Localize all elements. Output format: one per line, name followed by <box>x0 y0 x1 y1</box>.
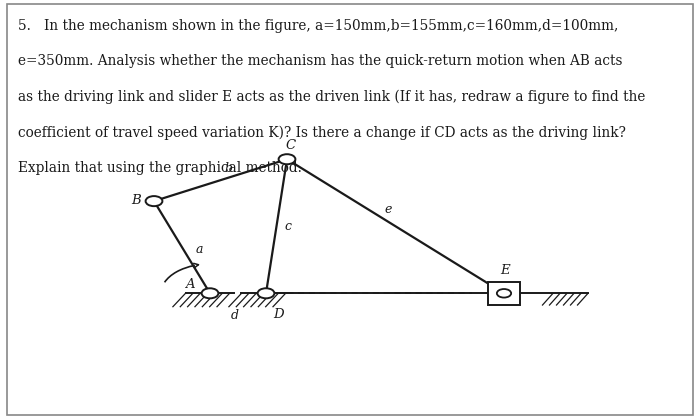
Circle shape <box>279 154 295 164</box>
Text: C: C <box>286 139 295 152</box>
Text: D: D <box>273 308 284 321</box>
Text: 5.   In the mechanism shown in the figure, a=150mm,b=155mm,c=160mm,d=100mm,: 5. In the mechanism shown in the figure,… <box>18 19 618 33</box>
Text: a: a <box>196 243 204 256</box>
Circle shape <box>146 196 162 206</box>
Text: c: c <box>285 220 292 233</box>
Text: as the driving link and slider E acts as the driven link (If it has, redraw a fi: as the driving link and slider E acts as… <box>18 90 645 104</box>
Circle shape <box>497 289 511 297</box>
Text: e=350mm. Analysis whether the mechanism has the quick-return motion when AB acts: e=350mm. Analysis whether the mechanism … <box>18 54 622 68</box>
Text: E: E <box>500 264 510 277</box>
Text: e: e <box>385 203 392 216</box>
Text: d: d <box>230 309 239 322</box>
Text: Explain that using the graphical method.: Explain that using the graphical method. <box>18 161 302 175</box>
Circle shape <box>202 288 218 298</box>
Text: coefficient of travel speed variation K)? Is there a change if CD acts as the dr: coefficient of travel speed variation K)… <box>18 126 625 140</box>
Text: A: A <box>185 278 195 291</box>
Circle shape <box>258 288 274 298</box>
Bar <box>489 282 519 305</box>
Text: b: b <box>224 162 232 175</box>
Text: B: B <box>132 194 141 207</box>
